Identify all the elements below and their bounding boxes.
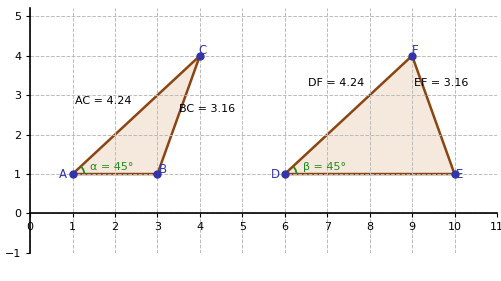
Text: A: A: [59, 167, 67, 180]
Text: EF = 3.16: EF = 3.16: [413, 78, 467, 88]
Text: α = 45°: α = 45°: [90, 162, 133, 172]
Polygon shape: [284, 56, 453, 174]
Text: E: E: [455, 167, 462, 180]
Text: F: F: [411, 44, 417, 57]
Text: AC = 4.24: AC = 4.24: [75, 96, 131, 106]
Text: D: D: [271, 167, 280, 180]
Text: DF = 4.24: DF = 4.24: [308, 78, 364, 88]
Text: BC = 3.16: BC = 3.16: [178, 104, 234, 114]
Polygon shape: [73, 56, 199, 174]
Text: C: C: [198, 44, 206, 57]
Text: β = 45°: β = 45°: [302, 162, 345, 172]
Text: B: B: [158, 163, 166, 176]
